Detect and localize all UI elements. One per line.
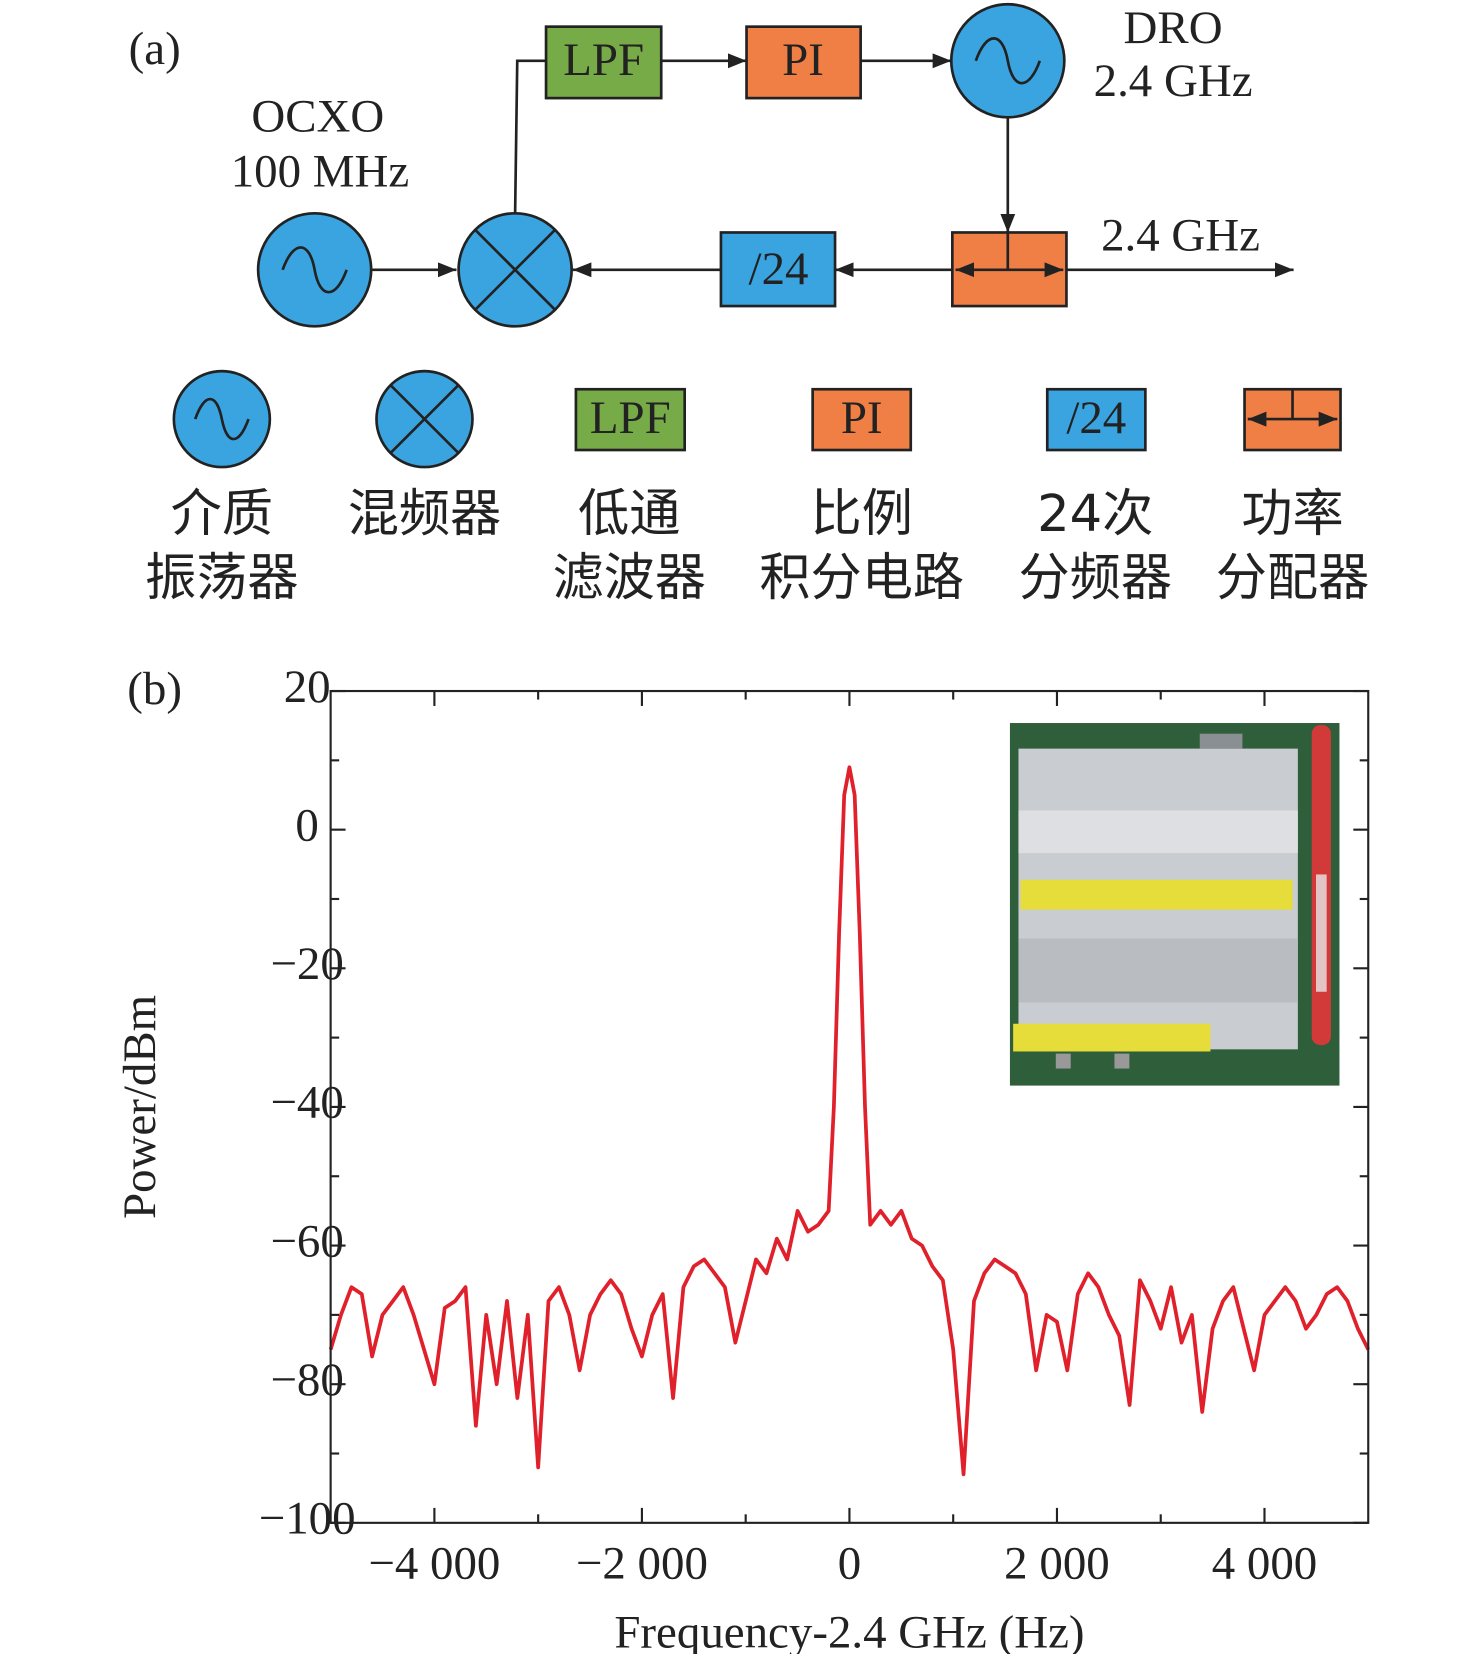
panel-label: (a) (129, 23, 181, 75)
divider-box (719, 231, 837, 308)
legend-caption: 混频器 (348, 484, 502, 544)
y-tick-label: −20 (270, 938, 343, 990)
sine-icon (193, 398, 250, 441)
dro-freq: 2.4 GHz (1094, 55, 1253, 107)
y-tick-label: 20 (284, 661, 331, 713)
legend-caption: 比例 (811, 484, 913, 544)
divider-label: /24 (749, 243, 809, 295)
block-diagram: (a) OCXO 100 MHz DRO 2.4 GHz 2.4 GHz LPF… (129, 2, 1370, 608)
sine-icon (974, 37, 1042, 85)
y-tick-label: −60 (270, 1215, 343, 1267)
panel-label: (b) (127, 663, 182, 715)
output-label: 2.4 GHz (1101, 210, 1260, 262)
legend-symbol: /24 (1066, 392, 1126, 444)
ocxo-freq: 100 MHz (231, 146, 410, 198)
legend-caption: 低通 (578, 484, 680, 544)
y-axis-label: Power/dBm (114, 995, 166, 1219)
x-tick-label: −4 000 (368, 1537, 500, 1589)
x-axis-label: Frequency-2.4 GHz (Hz) (614, 1607, 1084, 1654)
legend-caption: 振荡器 (145, 548, 299, 608)
legend-caption: 功率 (1241, 484, 1343, 544)
mixer-icon (474, 229, 556, 311)
x-tick-label: 4 000 (1212, 1537, 1318, 1589)
legend-caption: 分频器 (1018, 548, 1172, 608)
chart: (b) −4 000 −2 000 0 2 000 4 000 −100 −80 −60 −40 −… (114, 661, 1370, 1654)
x-tick-label: 0 (838, 1537, 861, 1589)
legend-symbol: PI (841, 392, 883, 444)
inset-photo (1009, 723, 1340, 1086)
ocxo-label: OCXO (251, 90, 384, 142)
legend-caption: 介质 (171, 484, 273, 544)
legend-divider (1045, 387, 1147, 452)
legend-caption: 滤波器 (552, 548, 706, 608)
pi-box (745, 25, 862, 100)
y-tick-label: −80 (270, 1354, 343, 1406)
mixer-icon (389, 384, 460, 455)
sine-icon (281, 246, 348, 294)
legend-caption: 分配器 (1216, 548, 1370, 608)
y-tick-label: −40 (270, 1077, 343, 1129)
legend-lpf (574, 387, 687, 452)
legend-symbol: LPF (590, 392, 671, 444)
spectrum-line (328, 765, 1370, 1477)
pi-label: PI (782, 34, 824, 86)
legend-caption: 24次 (1037, 484, 1153, 544)
lpf-box (544, 25, 663, 100)
wire (513, 59, 547, 214)
legend-pi (811, 387, 913, 452)
x-tick-label: 2 000 (1004, 1537, 1110, 1589)
lpf-label: LPF (563, 34, 644, 86)
y-tick-label: −100 (259, 1493, 356, 1545)
legend-caption: 积分电路 (759, 548, 964, 608)
plot-frame (329, 689, 1370, 1524)
y-tick-label: 0 (295, 799, 318, 851)
dro-label: DRO (1124, 2, 1223, 54)
x-tick-label: −2 000 (576, 1537, 708, 1589)
